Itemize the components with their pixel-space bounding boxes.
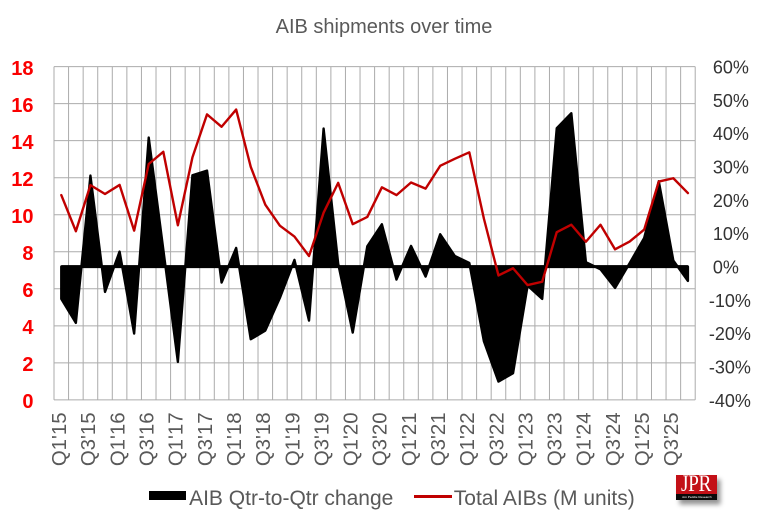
svg-text:12: 12 xyxy=(11,169,33,191)
svg-text:Q3'15: Q3'15 xyxy=(78,412,100,466)
svg-text:Q3'25: Q3'25 xyxy=(661,412,683,466)
svg-text:Q3'19: Q3'19 xyxy=(311,412,333,466)
svg-text:Q1'20: Q1'20 xyxy=(341,412,363,466)
svg-text:Q3'21: Q3'21 xyxy=(428,412,450,466)
svg-text:6: 6 xyxy=(22,280,33,302)
svg-text:Q1'25: Q1'25 xyxy=(632,412,654,466)
svg-text:Q3'18: Q3'18 xyxy=(253,412,275,466)
svg-text:Q1'16: Q1'16 xyxy=(107,412,129,466)
svg-text:-10%: -10% xyxy=(709,291,751,311)
svg-text:30%: 30% xyxy=(713,158,749,178)
svg-text:Q1'17: Q1'17 xyxy=(166,412,188,466)
svg-text:60%: 60% xyxy=(713,58,749,78)
svg-text:Q1'21: Q1'21 xyxy=(399,412,421,466)
svg-text:-20%: -20% xyxy=(709,324,751,344)
svg-text:Q3'22: Q3'22 xyxy=(486,412,508,466)
svg-text:Q1'19: Q1'19 xyxy=(282,412,304,466)
svg-text:Q1'23: Q1'23 xyxy=(515,412,537,466)
svg-text:4: 4 xyxy=(22,317,34,339)
svg-text:-40%: -40% xyxy=(709,391,751,411)
svg-text:8: 8 xyxy=(22,243,33,265)
svg-text:Q1'24: Q1'24 xyxy=(574,412,596,466)
svg-text:2: 2 xyxy=(22,354,33,376)
svg-text:20%: 20% xyxy=(713,191,749,211)
svg-text:0: 0 xyxy=(22,391,33,413)
svg-text:Q1'22: Q1'22 xyxy=(457,412,479,466)
svg-text:10%: 10% xyxy=(713,224,749,244)
svg-text:Q1'18: Q1'18 xyxy=(224,412,246,466)
svg-text:Q1'15: Q1'15 xyxy=(49,412,71,466)
svg-text:16: 16 xyxy=(11,95,33,117)
svg-text:50%: 50% xyxy=(713,91,749,111)
svg-text:-30%: -30% xyxy=(709,358,751,378)
svg-text:Q3'24: Q3'24 xyxy=(603,412,625,466)
svg-text:Q3'17: Q3'17 xyxy=(195,412,217,466)
svg-text:Q3'20: Q3'20 xyxy=(370,412,392,466)
svg-text:18: 18 xyxy=(11,58,33,80)
svg-text:Q3'23: Q3'23 xyxy=(545,412,567,466)
svg-text:10: 10 xyxy=(11,206,33,228)
svg-text:0%: 0% xyxy=(713,258,739,278)
svg-text:40%: 40% xyxy=(713,124,749,144)
svg-text:14: 14 xyxy=(11,132,34,154)
svg-text:Q3'16: Q3'16 xyxy=(137,412,159,466)
